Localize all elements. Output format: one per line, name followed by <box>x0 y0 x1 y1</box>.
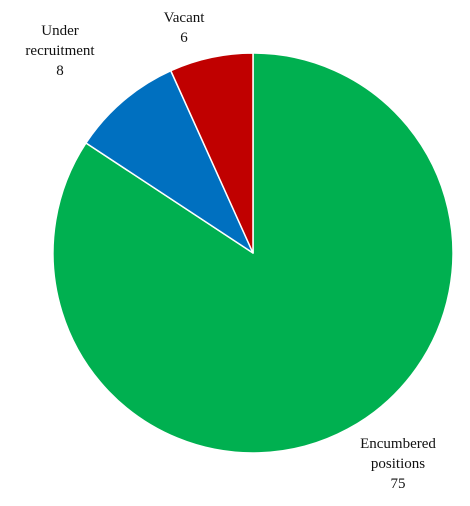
pie-label-value: 6 <box>180 30 188 46</box>
pie-label-value: 75 <box>391 476 406 492</box>
pie-slices <box>52 52 454 454</box>
pie-slice-encumbered-positions <box>52 52 454 454</box>
pie-slice-under-recruitment <box>85 69 254 254</box>
pie-slice-vacant <box>170 52 254 254</box>
pie-label-category: recruitment <box>25 43 95 59</box>
pie-label-under-recruitment: Under recruitment 8 <box>25 23 95 79</box>
pie-label-category: Vacant <box>164 10 206 26</box>
pie-label-category: Under <box>41 23 79 39</box>
pie-label-value: 8 <box>56 63 64 79</box>
pie-label-encumbered-positions: Encumbered positions 75 <box>360 436 436 492</box>
pie-label-category: positions <box>371 456 425 472</box>
pie-label-category: Encumbered <box>360 436 436 452</box>
pie-labels: Encumbered positions 75 Under recruitment 8 Va… <box>25 10 436 492</box>
pie-label-vacant: Vacant 6 <box>164 10 206 46</box>
